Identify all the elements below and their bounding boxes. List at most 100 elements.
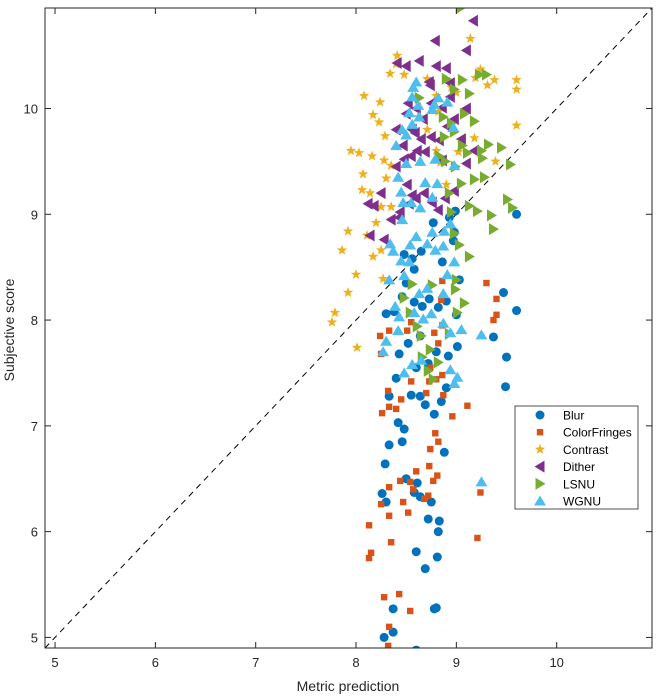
- blur-point: [379, 632, 389, 642]
- blur-point: [439, 447, 449, 457]
- contrast-point: [329, 307, 341, 318]
- x-tick-label: 7: [252, 655, 259, 670]
- colorfringes-point: [493, 311, 500, 318]
- dither-point: [405, 150, 416, 163]
- lsnu-point: [446, 206, 457, 219]
- colorfringes-point: [399, 498, 407, 506]
- x-tick-label: 6: [152, 655, 159, 670]
- wgnu-point: [406, 358, 419, 369]
- wgnu-point: [448, 378, 461, 389]
- lsnu-point: [464, 87, 475, 100]
- lsnu-point: [508, 201, 519, 214]
- colorfringes-point: [464, 402, 471, 409]
- contrast-point: [385, 160, 397, 171]
- lsnu-point: [456, 177, 467, 190]
- blur-point: [388, 604, 398, 614]
- wgnu-point: [408, 307, 421, 318]
- blur-point: [394, 349, 404, 359]
- colorfringes-point: [396, 477, 404, 485]
- series-wgnu: [377, 76, 488, 487]
- dither-point: [409, 126, 420, 139]
- dither-point: [440, 62, 451, 75]
- contrast-point: [465, 33, 476, 44]
- blur-point: [384, 440, 394, 450]
- lsnu-point: [457, 139, 468, 152]
- dither-point: [378, 233, 389, 246]
- contrast-point: [422, 124, 433, 135]
- wgnu-point: [425, 308, 438, 319]
- legend-item-contrast: Contrast: [534, 443, 609, 457]
- wgnu-point: [398, 367, 411, 378]
- blur-point: [380, 459, 390, 469]
- blur-point: [409, 297, 419, 307]
- lsnu-point: [462, 146, 473, 159]
- legend-marker-blur: [535, 410, 545, 420]
- wgnu-point: [417, 313, 430, 324]
- contrast-point: [364, 187, 376, 198]
- wgnu-point: [429, 153, 442, 164]
- y-tick-label: 6: [31, 525, 38, 540]
- x-tick-label: 8: [352, 655, 359, 670]
- wgnu-point: [448, 256, 461, 267]
- blur-point: [406, 390, 416, 400]
- blur-point: [433, 527, 443, 537]
- blur-point: [452, 342, 462, 352]
- wgnu-point: [437, 317, 450, 328]
- lsnu-point: [459, 297, 470, 310]
- contrast-point: [375, 244, 387, 255]
- wgnu-point: [387, 245, 400, 256]
- lsnu-point: [459, 107, 470, 120]
- blur-point: [423, 514, 433, 524]
- dither-point: [467, 14, 478, 27]
- blur-point: [512, 209, 522, 219]
- lsnu-point: [449, 227, 460, 240]
- blur-point: [436, 397, 446, 407]
- lsnu-point: [474, 68, 485, 81]
- wgnu-point: [426, 104, 439, 115]
- colorfringes-point: [385, 327, 393, 334]
- blur-point: [417, 301, 427, 311]
- lsnu-point: [455, 8, 466, 14]
- lsnu-point: [439, 131, 450, 144]
- lsnu-point: [446, 117, 457, 130]
- plot-frame: [44, 7, 653, 649]
- blur-point: [433, 302, 443, 312]
- legend-item-dither: Dither: [534, 460, 595, 474]
- wgnu-point: [444, 218, 457, 229]
- wgnu-point: [410, 76, 423, 87]
- lsnu-point: [438, 110, 449, 123]
- wgnu-point: [421, 238, 434, 249]
- y-tick-label: 8: [31, 313, 38, 328]
- lsnu-point: [452, 306, 463, 319]
- dither-point: [397, 139, 408, 152]
- lsnu-point: [423, 364, 434, 377]
- colorfringes-point: [384, 642, 392, 648]
- wgnu-point: [395, 255, 408, 266]
- contrast-point: [451, 87, 462, 98]
- dither-point: [364, 229, 375, 242]
- blur-point: [420, 564, 430, 574]
- wgnu-point: [455, 324, 468, 335]
- dither-point: [448, 113, 459, 126]
- legend-marker-colorfringes: [536, 429, 544, 436]
- dither-point: [385, 213, 396, 226]
- colorfringes-point: [426, 462, 433, 470]
- wgnu-point: [437, 288, 450, 299]
- dither-point: [375, 187, 386, 200]
- dither-point: [468, 144, 479, 157]
- colorfringes-point: [427, 364, 434, 371]
- colorfringes-point: [392, 405, 400, 413]
- blur-point: [412, 478, 422, 488]
- colorfringes-point: [435, 340, 442, 347]
- contrast-point: [469, 132, 480, 143]
- dither-point: [432, 204, 443, 217]
- x-axis-ticks: 5 6 7 8 9 10: [51, 8, 564, 670]
- legend-item-blur: Blur: [535, 409, 584, 423]
- lsnu-point: [483, 138, 494, 151]
- colorfringes-point: [385, 623, 393, 631]
- dither-point: [400, 60, 411, 73]
- contrast-point: [385, 201, 397, 212]
- lsnu-point: [441, 72, 452, 85]
- x-tick-label: 9: [453, 655, 460, 670]
